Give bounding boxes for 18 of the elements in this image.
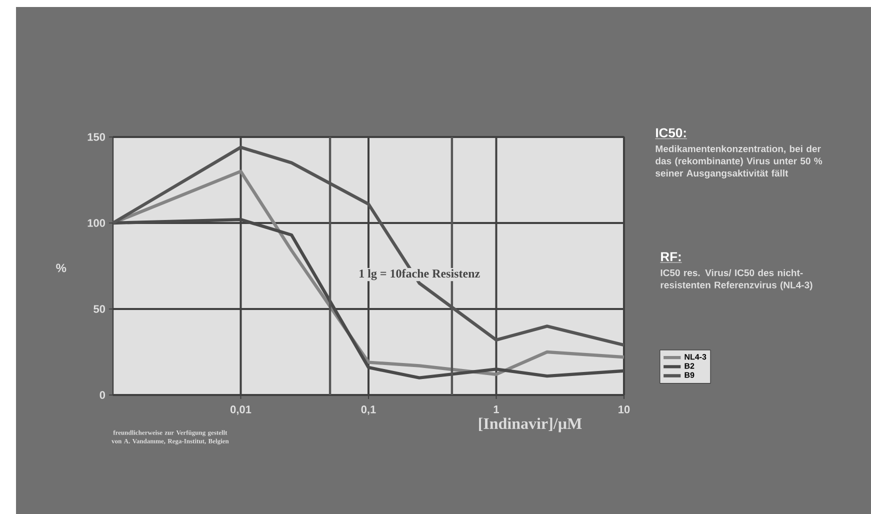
x-tick-label: 0,01 bbox=[230, 406, 252, 415]
y-tick-label: 100 bbox=[88, 219, 106, 227]
y-tick-label: 0 bbox=[100, 391, 106, 399]
y-tick-label: 50 bbox=[94, 305, 106, 313]
y-tick-label: 150 bbox=[88, 133, 106, 141]
legend-label: B2 bbox=[684, 363, 694, 369]
text: Medikamentenkonzentration, bei der das (rekombinante) Virus unter 50 % seiner Ausgangsaktivität fällt bbox=[656, 145, 822, 178]
x-tick-label: 0,1 bbox=[361, 406, 376, 415]
annotation: 1 lg = 10fache Resistenz bbox=[360, 269, 480, 280]
x-axis-title: [Indinavir]/µM bbox=[479, 418, 582, 432]
legend-label: B9 bbox=[684, 372, 694, 378]
y-axis-title: % bbox=[56, 264, 66, 272]
legend-label: NL4-3 bbox=[684, 354, 706, 360]
text: RF: bbox=[661, 252, 681, 262]
x-tick-label: 10 bbox=[618, 406, 630, 414]
text: IC50: bbox=[656, 128, 686, 138]
text: IC50 res. Virus/ IC50 des nicht-resistenten Referenzvirus (NL4-3) bbox=[660, 269, 812, 290]
x-tick-label: 1 bbox=[494, 406, 499, 414]
